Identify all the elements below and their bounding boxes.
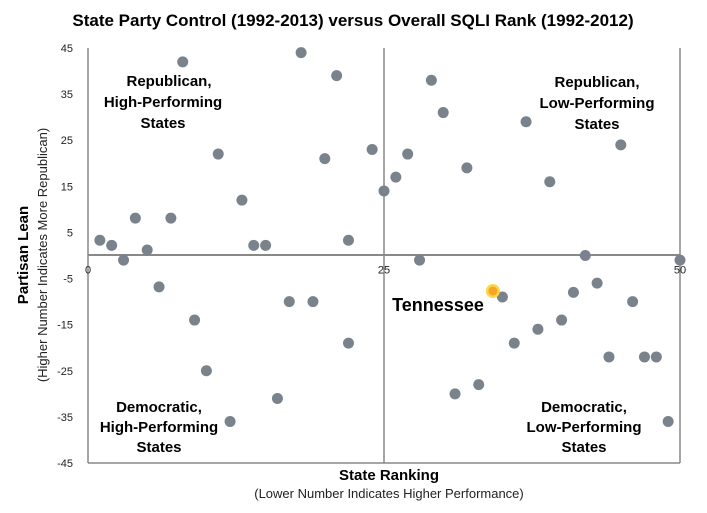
y-tick-label: 35 [61,89,73,101]
y-tick-labels: 45 35 25 15 5 -5 -15 -25 -35 -45 [57,43,73,470]
quadrant-line: States [574,116,619,133]
quadrant-line: Low-Performing [527,419,642,436]
x-tick-label: 0 [85,265,91,277]
x-tick-label: 25 [378,265,390,277]
quadrant-label-top-right: Republican, Low-Performing States [540,74,655,133]
quadrant-line: States [561,439,606,456]
highlight-point [488,286,498,296]
data-point [366,143,378,155]
data-point [141,244,153,256]
data-point [544,176,556,188]
data-point [662,416,674,427]
x-tick-label: 50 [674,265,686,277]
data-point [414,254,426,266]
data-point [236,194,248,206]
data-point [200,365,212,377]
quadrant-label-bottom-left: Democratic, High-Performing States [100,399,218,456]
data-point [532,323,544,335]
quadrant-line: Republican, [554,74,639,91]
data-point [567,286,579,298]
quadrant-line: Democratic, [116,399,202,416]
x-tick-labels: 0 25 50 [85,265,686,277]
y-axis-subtitle: (Higher Number Indicates More Republican… [35,128,50,382]
y-tick-label: -15 [57,320,73,332]
data-point [402,148,414,160]
y-tick-label: 25 [61,135,73,147]
data-point [496,291,508,303]
quadrant-line: Low-Performing [540,95,655,112]
y-tick-label: -5 [63,274,73,286]
y-axis-title: Partisan Lean [15,206,32,304]
data-point [153,281,165,293]
quadrant-label-bottom-right: Democratic, Low-Performing States [527,399,642,456]
data-point [378,185,390,197]
highlight-label: Tennessee [392,295,484,315]
quadrant-line: High-Performing [104,94,222,111]
quadrant-label-top-left: Republican, High-Performing States [104,73,222,132]
quadrant-line: High-Performing [100,419,218,436]
data-point [319,153,331,165]
data-point [650,351,662,363]
data-point [94,234,106,246]
data-point [591,277,603,289]
data-point [189,314,201,326]
data-point [307,296,319,308]
y-tick-label: -45 [57,458,73,470]
highlight-group [485,284,500,299]
data-point [283,296,295,308]
quadrant-line: States [136,439,181,456]
data-point [579,250,591,261]
y-tick-label: -35 [57,412,73,424]
data-point [449,388,461,400]
data-point [627,296,639,308]
y-tick-label: 15 [61,181,73,193]
data-point [520,116,532,128]
data-point [437,107,449,119]
data-point [556,314,568,326]
y-tick-label: 45 [61,43,73,55]
data-point [260,239,272,251]
data-point [508,337,520,349]
data-point [342,234,354,246]
data-point [177,56,189,68]
data-point [248,239,260,251]
data-point [165,212,177,224]
data-point [118,254,130,266]
chart-title: State Party Control (1992-2013) versus O… [72,11,633,30]
data-point [461,162,473,174]
y-tick-label: 5 [67,227,73,239]
x-axis-title: State Ranking [339,467,439,484]
data-point [473,379,485,391]
data-point [390,171,402,183]
data-point [615,139,627,151]
data-points [94,47,686,427]
data-point [271,392,283,404]
quadrant-line: Democratic, [541,399,627,416]
x-axis-subtitle: (Lower Number Indicates Higher Performan… [254,486,524,501]
data-point [603,351,615,363]
data-point [212,148,224,160]
data-point [674,254,686,266]
data-point [295,47,307,59]
quadrant-line: States [140,115,185,132]
data-point [425,74,437,86]
data-point [638,351,650,363]
data-point [224,416,236,427]
quadrant-line: Republican, [126,73,211,90]
data-point [106,239,118,251]
data-point [331,70,343,82]
data-point [342,337,354,349]
data-point [129,212,141,224]
y-tick-label: -25 [57,366,73,378]
